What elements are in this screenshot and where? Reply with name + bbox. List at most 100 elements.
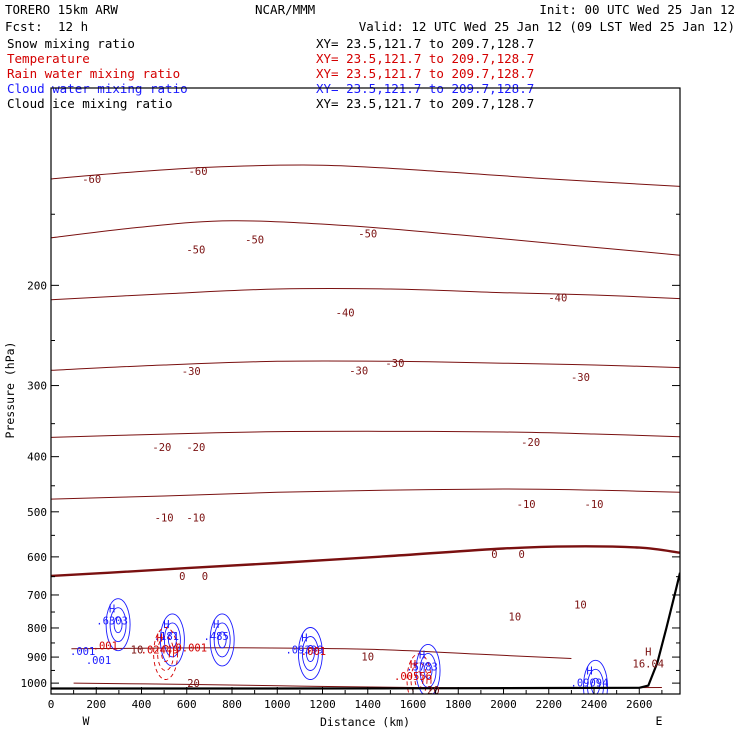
isotherm-m60 (51, 164, 680, 187)
field-name-4: Cloud ice mixing ratio (7, 96, 173, 111)
extremum-value: .09094 (571, 677, 609, 689)
cloud-contour (213, 622, 231, 658)
y-axis-label: Pressure (hPa) (3, 342, 17, 439)
isotherm-label: -10 (585, 499, 604, 511)
isotherm-label: 10 (509, 611, 522, 623)
isotherm-label: -40 (548, 292, 567, 304)
x-tick-label: 800 (222, 698, 242, 711)
extremum-value: .001 (93, 641, 118, 653)
isotherm-label: -40 (336, 307, 355, 319)
isotherm-label: 20 (427, 685, 440, 697)
isotherm-0 (51, 545, 680, 578)
extremum-mark: H (301, 632, 307, 644)
cloud-contour (305, 645, 315, 662)
init-time: Init: 00 UTC Wed 25 Jan 12 (539, 2, 735, 17)
isotherm-label: -20 (186, 442, 205, 454)
y-tick-label: 900 (27, 651, 47, 664)
fcst-value: 12 h (58, 19, 88, 34)
field-xy-1: XY= 23.5,121.7 to 209.7,128.7 (316, 51, 534, 66)
x-axis-label: Distance (km) (320, 715, 410, 729)
extremum-mark: H (109, 604, 115, 616)
isotherm-label: 0 (518, 549, 524, 561)
cloud-contour (415, 644, 441, 694)
isotherm-label: -10 (186, 513, 205, 525)
extremum-value: .09399 (285, 644, 323, 656)
extremum-mark: H (586, 665, 592, 677)
cloud-contour (163, 622, 181, 658)
isotherm-label: -60 (189, 166, 208, 178)
cloud-contour (410, 662, 428, 694)
x-tick-label: 1800 (445, 698, 472, 711)
isotherm-label: -50 (358, 228, 377, 240)
isotherm-label: -30 (182, 366, 201, 378)
extremum-value: .485 (204, 631, 229, 643)
cloud-contour (153, 627, 179, 680)
y-tick-label: 800 (27, 622, 47, 635)
cloud-contour (217, 631, 227, 649)
cloud-contour (591, 677, 600, 694)
cloud-contour (161, 645, 171, 662)
extremum-mark: H (156, 632, 162, 644)
cloud-contour (587, 668, 604, 694)
extremum-value: .6303 (96, 616, 128, 628)
cloud-contour (109, 607, 127, 643)
y-tick-label: 600 (27, 551, 47, 564)
isotherm-m30 (51, 360, 680, 371)
extremum-value: .5783 (406, 661, 438, 673)
x-tick-label: 1600 (400, 698, 427, 711)
center-title: NCAR/MMM (255, 2, 315, 17)
x-tick-label: 400 (132, 698, 152, 711)
cloud-contour (159, 613, 185, 667)
x-tick-label: 2200 (536, 698, 563, 711)
isotherm-label: -10 (155, 513, 174, 525)
isotherm-label: 0 (202, 571, 208, 583)
isotherm-m40 (51, 287, 680, 301)
isotherm-label: -50 (186, 245, 205, 257)
field-xy-0: XY= 23.5,121.7 to 209.7,128.7 (316, 36, 534, 51)
x-tick-label: 2000 (490, 698, 517, 711)
plot-frame (50, 87, 681, 695)
isotherm-m10 (51, 488, 680, 500)
x-tick-label: 2400 (581, 698, 608, 711)
model-title: TORERO 15km ARW (5, 2, 118, 17)
cloud-contours (105, 598, 608, 694)
x-tick-label: 1000 (264, 698, 291, 711)
x-axis: 0 200 400 600 800 1000 1200 1400 1600 1800 2000 220… (48, 687, 663, 711)
isotherm-label: 10 (574, 600, 587, 612)
isotherm-label: 0 (491, 549, 497, 561)
y-tick-label: 300 (27, 380, 47, 393)
extremum-value: .001 (86, 655, 111, 667)
extremum-value: 0.001 (175, 643, 207, 655)
isotherm-label: 10 (361, 652, 374, 664)
valid-time: Valid: 12 UTC Wed 25 Jan 12 (09 LST Wed … (359, 19, 735, 34)
y-tick-label: 500 (27, 506, 47, 519)
isotherm-label: -20 (152, 442, 171, 454)
cloud-contour (406, 653, 432, 694)
extremum-mark: H (645, 647, 651, 659)
x-tick-label: 600 (177, 698, 197, 711)
cloud-contour (583, 659, 608, 694)
isotherm-m20 (51, 430, 680, 438)
x-tick-label: 1200 (309, 698, 336, 711)
field-name-2: Rain water mixing ratio (7, 66, 180, 81)
y-tick-label: 400 (27, 451, 47, 464)
cloud-contour (105, 598, 131, 652)
extremum-value: .02449 (141, 644, 179, 656)
y-tick-label: 1000 (21, 677, 48, 690)
field-xy-2: XY= 23.5,121.7 to 209.7,128.7 (316, 66, 534, 81)
isotherm-10 (71, 647, 572, 659)
extremum-mark: H (163, 619, 169, 631)
extremum-value: .181 (154, 631, 179, 643)
x-tick-label: 200 (86, 698, 106, 711)
west-label: W (83, 714, 90, 728)
isotherm-label: 10 (131, 644, 144, 656)
x-tick-label: 2600 (626, 698, 653, 711)
isotherm-label: -30 (571, 372, 590, 384)
extremum-mark: H (419, 649, 425, 661)
y-tick-label: 200 (27, 279, 47, 292)
extremum-mark: H (410, 659, 416, 671)
extremum-mark: H (213, 619, 219, 631)
